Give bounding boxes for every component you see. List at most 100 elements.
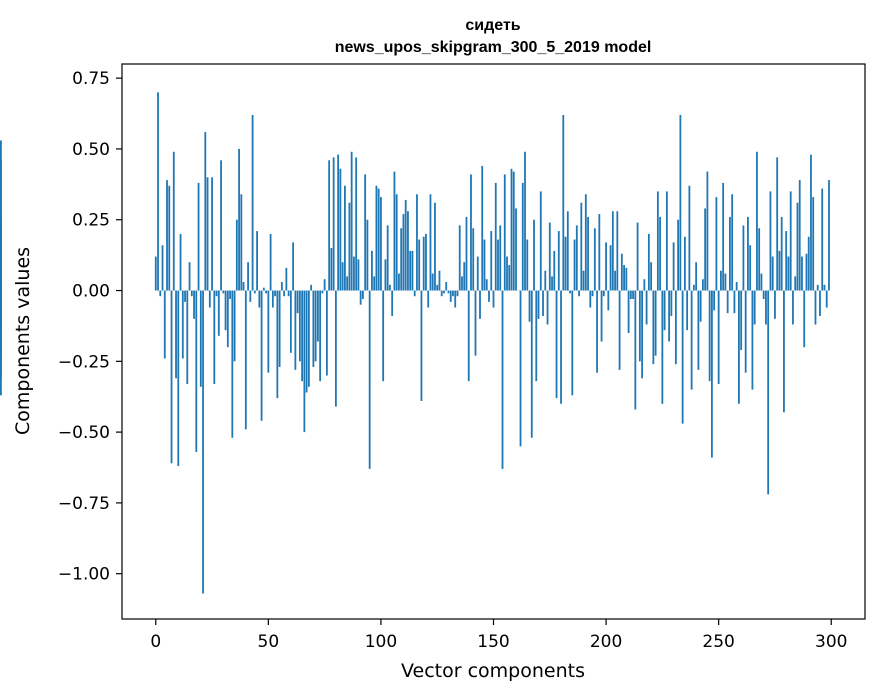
bar [461,276,463,291]
bar [548,222,551,291]
bar [384,259,387,291]
bar [440,290,443,297]
bar [316,290,319,342]
bar [738,290,740,404]
bar [539,191,542,291]
bar [665,191,668,291]
bar [325,290,328,376]
bar [528,290,531,322]
bar [154,256,157,291]
bar [393,171,396,291]
bar [546,290,549,325]
bar [711,290,713,458]
bar [229,290,231,300]
bar [506,256,508,291]
bar [708,290,711,382]
bar [305,290,308,393]
bar [274,290,276,297]
bar [249,290,252,302]
bar [494,182,497,291]
bar [731,194,734,291]
bar [600,290,603,342]
bar [186,290,189,384]
bar [701,279,704,291]
bar [294,290,297,370]
bar [805,253,808,291]
bar [823,284,826,291]
bar [224,290,227,331]
bar [526,239,529,291]
y-ticks-group: 0.75 0.50 0.25 0.00 −0.25 −0.50 −0.75 −1.00 [58,69,122,585]
bar [812,197,815,291]
bar [407,211,409,291]
bar [382,290,385,382]
bar [578,290,580,297]
bar [332,157,335,291]
bar [650,262,653,291]
bar [747,216,749,291]
bar [350,151,353,291]
bar [510,168,513,291]
bar [683,236,686,291]
bar [339,168,342,291]
bar [488,290,490,302]
bar [377,188,380,291]
bar [206,177,209,291]
bar [177,290,180,467]
bar [611,211,614,291]
bar [222,290,225,294]
bar [265,290,267,294]
y-tick-label: −0.75 [58,494,110,514]
bar [211,177,213,291]
bar [614,270,616,291]
bar [262,287,265,291]
bar [287,290,290,297]
bar [605,242,607,291]
bar [769,191,772,291]
bar [589,290,592,308]
bar [289,290,292,353]
bar [695,262,698,291]
bar [616,211,619,291]
bar [512,171,515,291]
bar [560,290,562,404]
bar [535,290,538,382]
bar [215,290,218,297]
bar [364,174,367,291]
bar [490,231,493,291]
y-tick-label: 0.00 [72,282,110,302]
bar [530,290,533,438]
bar [199,290,202,387]
bar [269,233,272,291]
bar [231,290,234,438]
bar [258,290,261,308]
x-tick-label: 0 [150,632,161,652]
bar [551,276,553,291]
bar [434,202,436,291]
bar [801,256,803,291]
chart-title-line-2: news_upos_skipgram_300_5_2019 model [335,39,652,56]
bar [798,180,801,291]
bar [0,290,2,302]
bar [389,284,391,291]
bar [607,290,610,311]
bar [181,290,184,359]
bar [204,131,207,291]
bar [285,267,288,291]
bar [479,290,481,319]
bar [774,290,776,319]
bar [321,290,324,294]
x-tick-label: 100 [365,632,397,652]
bar [810,154,812,291]
bar [398,273,400,291]
bar [481,165,484,291]
bar [420,290,423,401]
bar [395,194,398,291]
bar [814,290,817,325]
bar [310,284,313,291]
bar [783,290,785,413]
bar [0,225,2,291]
bar [470,174,472,291]
bar [654,290,657,356]
